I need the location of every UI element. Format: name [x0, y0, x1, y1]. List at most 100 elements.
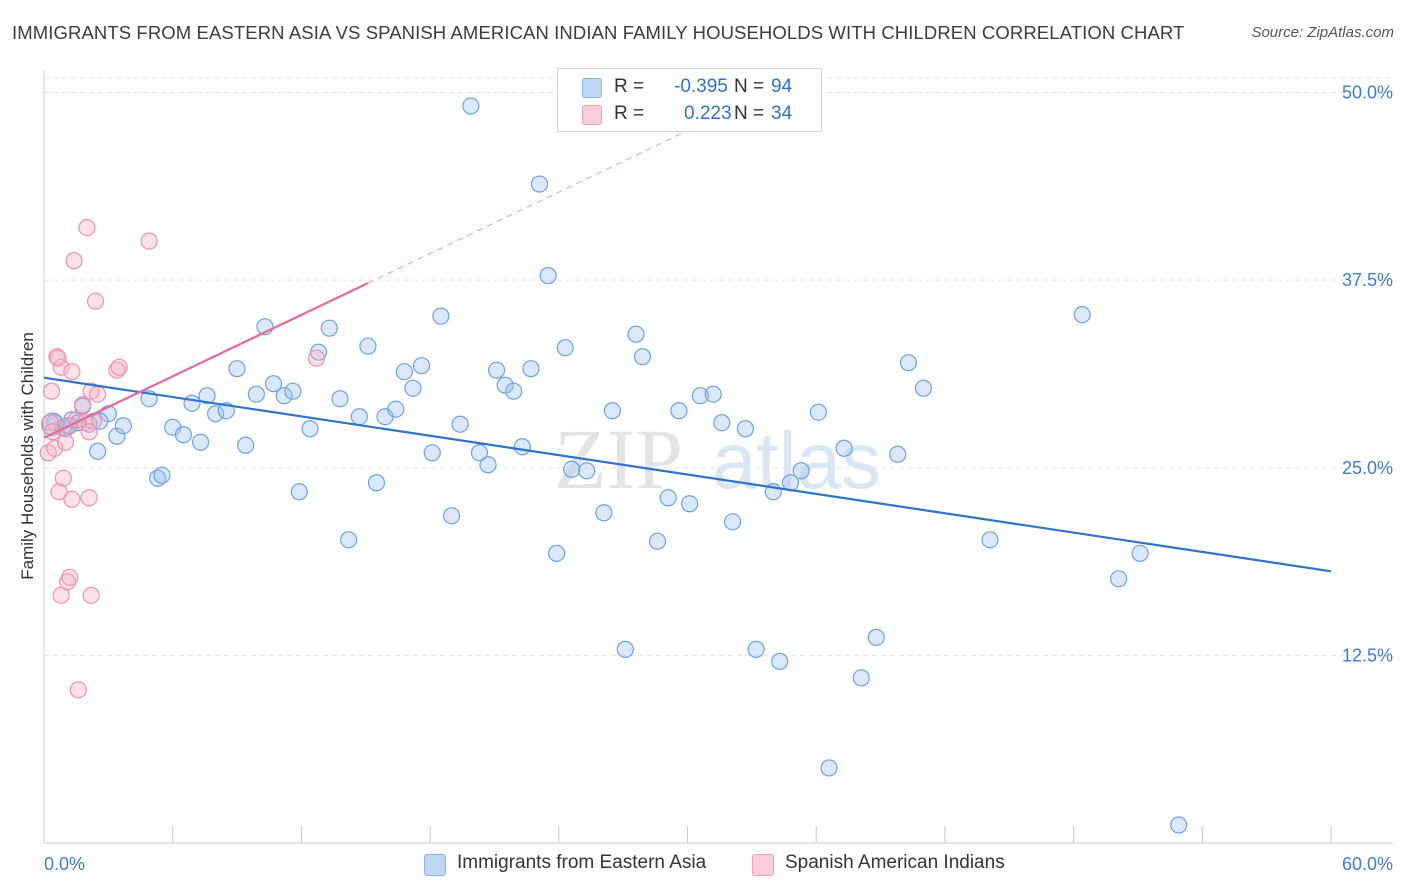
- point-eastern-asia: [595, 504, 613, 522]
- r-label: R =: [614, 103, 645, 124]
- x-tick-label-min: 0.0%: [44, 854, 85, 874]
- point-eastern-asia: [479, 456, 497, 474]
- point-eastern-asia: [835, 439, 853, 457]
- point-eastern-asia: [89, 442, 107, 460]
- point-eastern-asia: [548, 544, 566, 562]
- point-spanish-american-indians: [80, 489, 98, 507]
- point-eastern-asia: [1073, 306, 1091, 324]
- point-eastern-asia: [108, 427, 126, 445]
- y-tick-label: 37.5%: [1342, 270, 1393, 290]
- n-value-eastern-asia: 94: [771, 76, 793, 97]
- point-spanish-american-indians: [69, 681, 87, 699]
- point-eastern-asia: [563, 460, 581, 478]
- point-eastern-asia: [603, 402, 622, 420]
- point-eastern-asia: [914, 379, 933, 397]
- point-eastern-asia: [301, 420, 319, 438]
- point-eastern-asia: [1131, 544, 1149, 562]
- point-eastern-asia: [487, 361, 506, 379]
- point-eastern-asia: [470, 444, 489, 462]
- n-label: N =: [734, 76, 765, 97]
- point-eastern-asia: [264, 375, 283, 393]
- watermark: ZIP atlas: [554, 411, 881, 507]
- point-eastern-asia: [359, 337, 377, 355]
- point-spanish-american-indians: [89, 385, 107, 403]
- point-spanish-american-indians: [74, 396, 92, 414]
- point-eastern-asia: [387, 400, 405, 418]
- point-eastern-asia: [412, 357, 431, 375]
- legend-swatch-eastern-asia: [424, 854, 446, 876]
- point-spanish-american-indians: [307, 349, 326, 367]
- point-eastern-asia: [736, 420, 755, 438]
- point-eastern-asia: [981, 531, 999, 549]
- y-axis-label: Family Households with Children: [18, 332, 37, 580]
- point-eastern-asia: [889, 445, 907, 463]
- chart-source: Source: ZipAtlas.com: [1251, 24, 1394, 41]
- r-value-eastern-asia: -0.395: [674, 76, 728, 97]
- point-eastern-asia: [207, 405, 225, 423]
- point-eastern-asia: [522, 360, 540, 378]
- point-eastern-asia: [670, 402, 688, 420]
- point-eastern-asia: [350, 408, 368, 426]
- point-eastern-asia: [183, 394, 201, 412]
- point-eastern-asia: [114, 417, 132, 435]
- point-eastern-asia: [275, 387, 293, 405]
- point-eastern-asia: [681, 495, 699, 513]
- point-eastern-asia: [404, 379, 422, 397]
- point-spanish-american-indians: [80, 423, 98, 441]
- point-eastern-asia: [331, 390, 349, 408]
- point-eastern-asia: [496, 376, 514, 394]
- point-spanish-american-indians: [86, 292, 105, 310]
- point-spanish-american-indians: [49, 349, 67, 367]
- point-spanish-american-indians: [140, 232, 158, 250]
- point-eastern-asia: [174, 426, 193, 444]
- point-spanish-american-indians: [46, 439, 64, 457]
- point-eastern-asia: [556, 339, 574, 357]
- point-eastern-asia: [713, 414, 731, 432]
- point-eastern-asia: [578, 462, 596, 480]
- grid-lines: [44, 77, 1393, 656]
- trend-line-extension-spanish-american-indians: [367, 121, 705, 284]
- n-value-spanish-american-indians: 34: [771, 103, 793, 124]
- legend-swatch-spanish-american-indians: [752, 854, 774, 876]
- axes: [43, 70, 1393, 844]
- legend-label-eastern-asia: Immigrants from Eastern Asia: [457, 852, 707, 873]
- trend-line-spanish-american-indians: [43, 282, 369, 439]
- point-spanish-american-indians: [108, 361, 126, 379]
- point-eastern-asia: [442, 507, 461, 525]
- point-spanish-american-indians: [61, 568, 79, 586]
- point-eastern-asia: [852, 669, 870, 687]
- point-eastern-asia: [627, 325, 645, 343]
- point-spanish-american-indians: [65, 252, 83, 270]
- point-eastern-asia: [339, 531, 358, 549]
- point-eastern-asia: [320, 319, 338, 337]
- r-value-spanish-american-indians: 0.223: [684, 103, 732, 124]
- stats-legend: R = -0.395 N = 94 R = 0.223 N = 34: [557, 68, 822, 132]
- point-eastern-asia: [153, 466, 171, 484]
- point-spanish-american-indians: [52, 358, 70, 376]
- point-eastern-asia: [809, 403, 827, 421]
- tick-labels: 12.5% 25.0% 37.5% 50.0% 0.0% 60.0%: [44, 83, 1393, 874]
- point-eastern-asia: [247, 385, 265, 403]
- point-eastern-asia: [539, 267, 557, 285]
- y-tick-label: 25.0%: [1342, 458, 1393, 478]
- point-eastern-asia: [462, 97, 480, 115]
- point-eastern-asia: [395, 363, 413, 381]
- point-spanish-american-indians: [56, 433, 75, 451]
- point-spanish-american-indians: [82, 586, 100, 604]
- trend-lines: [43, 121, 1332, 573]
- x-tick-label-max: 60.0%: [1342, 854, 1393, 874]
- point-eastern-asia: [432, 307, 450, 325]
- point-spanish-american-indians: [63, 490, 81, 508]
- point-spanish-american-indians: [110, 358, 128, 376]
- point-spanish-american-indians: [50, 483, 68, 501]
- point-eastern-asia: [792, 462, 810, 480]
- legend-swatch-eastern-asia: [582, 78, 602, 98]
- point-eastern-asia: [820, 759, 838, 777]
- point-spanish-american-indians: [42, 382, 61, 400]
- point-eastern-asia: [198, 387, 216, 405]
- n-label: N =: [734, 103, 765, 124]
- point-eastern-asia: [771, 652, 789, 670]
- trend-line-eastern-asia: [43, 376, 1332, 573]
- y-tick-label: 12.5%: [1342, 645, 1393, 665]
